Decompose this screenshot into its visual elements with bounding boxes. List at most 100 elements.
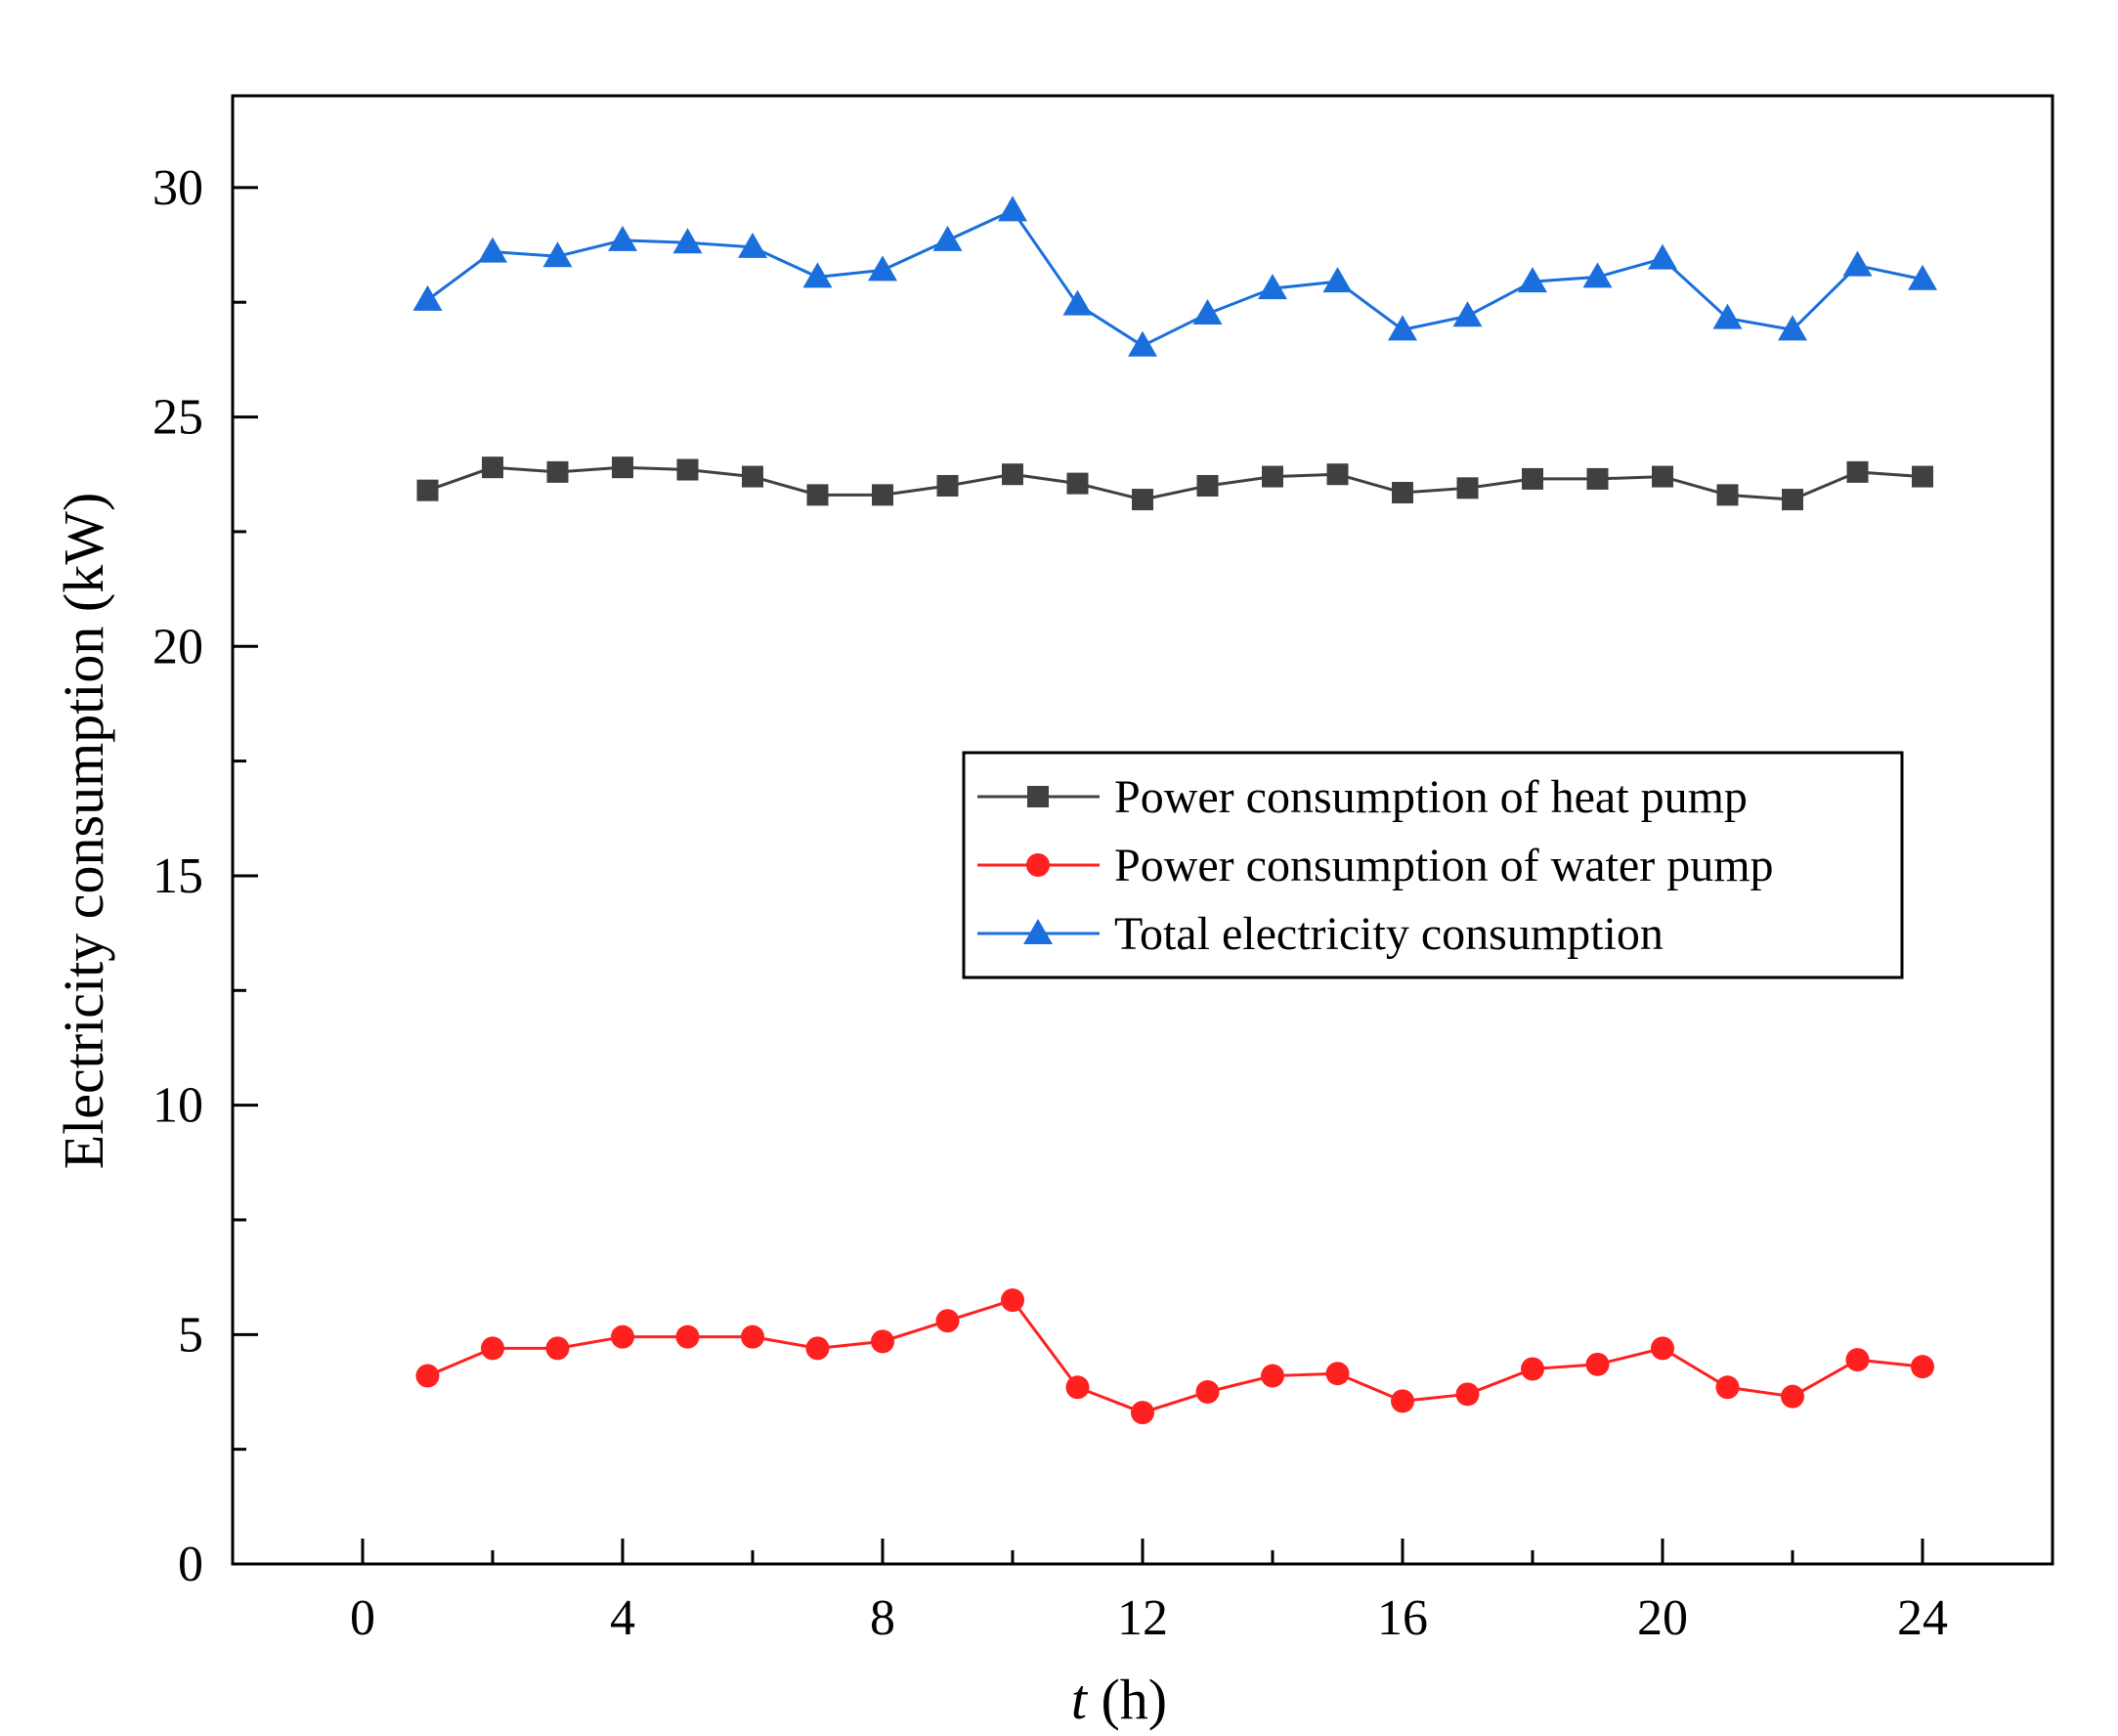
x-axis-var: t bbox=[1071, 1668, 1089, 1731]
data-point bbox=[546, 460, 569, 483]
y-tick-label: 25 bbox=[152, 390, 203, 446]
x-axis-title: t (h) bbox=[1071, 1668, 1167, 1731]
data-point bbox=[412, 284, 443, 311]
data-point bbox=[416, 479, 439, 501]
data-point bbox=[1002, 463, 1023, 486]
data-point bbox=[1388, 315, 1417, 341]
data-point bbox=[1521, 1357, 1544, 1381]
data-point bbox=[935, 1309, 960, 1333]
x-tick-label: 12 bbox=[1117, 1590, 1168, 1646]
data-point bbox=[1326, 463, 1349, 486]
data-point bbox=[872, 484, 893, 506]
data-point bbox=[482, 456, 503, 479]
y-tick-label: 20 bbox=[152, 619, 203, 674]
data-point bbox=[1782, 489, 1803, 511]
data-point bbox=[741, 1324, 764, 1349]
data-point bbox=[806, 484, 829, 506]
series-layer bbox=[412, 195, 1937, 1425]
data-point bbox=[1258, 274, 1287, 300]
data-point bbox=[1062, 289, 1093, 316]
data-point bbox=[675, 1324, 700, 1349]
data-point bbox=[871, 1329, 894, 1354]
y-tick-label: 5 bbox=[178, 1307, 203, 1363]
legend-label: Power consumption of water pump bbox=[1114, 840, 1774, 891]
data-point bbox=[481, 1336, 504, 1361]
y-tick-label: 15 bbox=[152, 848, 203, 904]
y-tick-label: 0 bbox=[178, 1537, 203, 1592]
data-point bbox=[1322, 267, 1353, 293]
data-point bbox=[1651, 1336, 1674, 1361]
data-point bbox=[611, 1324, 634, 1349]
legend-marker bbox=[1027, 786, 1049, 807]
x-tick-label: 8 bbox=[870, 1590, 895, 1646]
data-point bbox=[1522, 467, 1543, 490]
data-point bbox=[1716, 484, 1739, 506]
y-tick-label: 10 bbox=[152, 1078, 203, 1134]
series-line bbox=[427, 465, 1923, 501]
data-point bbox=[1842, 250, 1873, 277]
data-point bbox=[612, 456, 633, 479]
data-point bbox=[1195, 1379, 1220, 1404]
data-point bbox=[1391, 1389, 1414, 1413]
series-line bbox=[426, 1298, 1923, 1414]
data-point bbox=[1065, 1375, 1090, 1400]
y-tick-label: 30 bbox=[152, 160, 203, 216]
data-point bbox=[1908, 264, 1937, 290]
data-point bbox=[1196, 474, 1219, 497]
data-point bbox=[672, 228, 703, 254]
data-point bbox=[1715, 1375, 1740, 1400]
data-point bbox=[1192, 298, 1223, 325]
legend-marker bbox=[1023, 919, 1053, 944]
data-point bbox=[738, 232, 767, 258]
x-tick-label: 4 bbox=[610, 1590, 635, 1646]
data-point bbox=[1846, 460, 1869, 483]
legend: Power consumption of heat pump Power cons… bbox=[962, 751, 1904, 979]
data-point bbox=[1001, 1288, 1024, 1313]
data-point bbox=[1586, 467, 1609, 490]
data-point bbox=[1325, 1362, 1350, 1386]
data-point bbox=[545, 1336, 570, 1361]
data-point bbox=[742, 465, 763, 488]
y-axis-title: Electricity consumption (kW) bbox=[52, 493, 115, 1170]
legend-marker bbox=[1026, 853, 1050, 877]
legend-box bbox=[962, 751, 1904, 979]
data-point bbox=[478, 237, 507, 263]
data-point bbox=[1652, 465, 1673, 488]
data-point bbox=[1262, 465, 1283, 488]
data-point bbox=[1456, 477, 1479, 499]
data-point bbox=[1712, 303, 1743, 329]
data-point bbox=[1452, 301, 1483, 327]
data-point bbox=[1778, 315, 1807, 341]
x-axis-unit: (h) bbox=[1087, 1668, 1167, 1731]
series-1 bbox=[416, 456, 1933, 511]
data-point bbox=[1392, 482, 1413, 504]
data-point bbox=[1648, 243, 1677, 270]
legend-label: Total electricity consumption bbox=[1114, 908, 1664, 960]
series-2 bbox=[415, 1288, 1934, 1425]
data-point bbox=[542, 241, 573, 268]
data-point bbox=[1585, 1352, 1610, 1376]
data-point bbox=[1518, 267, 1547, 293]
data-point bbox=[1066, 472, 1089, 495]
data-point bbox=[1131, 1401, 1154, 1425]
data-point bbox=[1845, 1348, 1870, 1372]
series-3 bbox=[412, 195, 1937, 357]
legend-label: Power consumption of heat pump bbox=[1114, 771, 1748, 823]
data-point bbox=[805, 1336, 830, 1361]
data-point bbox=[676, 458, 699, 481]
data-point bbox=[1261, 1364, 1284, 1388]
data-point bbox=[802, 262, 833, 288]
data-point bbox=[1455, 1382, 1480, 1407]
axes: 0 4 8 12 16 20 24 0 5 10 15 20 25 30 bbox=[152, 160, 2054, 1646]
x-tick-label: 20 bbox=[1637, 1590, 1688, 1646]
data-point bbox=[1781, 1384, 1804, 1409]
data-point bbox=[868, 255, 897, 282]
data-point bbox=[608, 225, 637, 251]
data-point bbox=[415, 1364, 440, 1388]
x-tick-label: 24 bbox=[1897, 1590, 1948, 1646]
data-point bbox=[932, 225, 963, 251]
data-point bbox=[1912, 465, 1933, 488]
data-point bbox=[1582, 262, 1613, 288]
series-line bbox=[426, 208, 1923, 348]
